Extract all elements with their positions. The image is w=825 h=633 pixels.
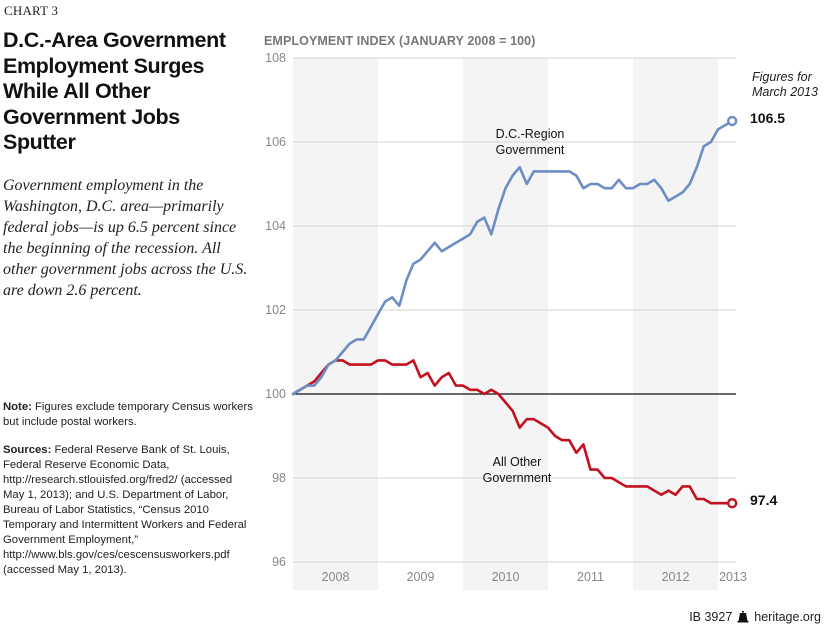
note: Note: Figures exclude temporary Census w…: [3, 400, 253, 430]
y-axis-title: EMPLOYMENT INDEX (JANUARY 2008 = 100): [264, 34, 536, 48]
y-tick-label: 96: [272, 555, 286, 569]
all-other-line: [291, 359, 734, 505]
note-label: Note:: [3, 401, 32, 413]
dc-label-line-2: Government: [495, 143, 565, 157]
chart-title: D.C.-Area Government Employment Surges W…: [3, 28, 226, 154]
y-tick-label: 108: [265, 51, 286, 65]
other-label-line-1: All Other: [492, 455, 542, 469]
y-tick-label: 102: [265, 303, 286, 317]
other-end-marker: [726, 498, 738, 509]
x-tick-label: 2011: [577, 570, 604, 584]
sources-text: Federal Reserve Bank of St. Louis, Feder…: [3, 444, 247, 576]
other-end-value: 97.4: [750, 492, 778, 508]
sources: Sources: Federal Reserve Bank of St. Lou…: [3, 443, 253, 578]
y-tick-label: 100: [265, 387, 286, 401]
site-name: heritage.org: [754, 610, 821, 624]
dc-label-line-1: D.C.-Region: [495, 127, 565, 141]
dc-region-line: [291, 119, 734, 396]
brief-id: IB 3927: [689, 610, 733, 624]
chart-subtitle: Government employment in the Washington,…: [3, 177, 248, 299]
other-series-label: All Other Government: [462, 454, 572, 486]
dc-series-label: D.C.-Region Government: [470, 126, 590, 158]
dc-end-marker: [726, 115, 738, 127]
chart-number-label: CHART 3: [4, 3, 59, 18]
y-tick-label: 104: [265, 219, 286, 233]
x-tick-label: 2010: [492, 570, 520, 584]
sources-label: Sources:: [3, 444, 52, 456]
other-label-line-2: Government: [482, 471, 552, 485]
dc-end-value: 106.5: [750, 110, 786, 126]
footer: IB 3927 heritage.org: [689, 610, 821, 624]
liberty-bell-icon: [737, 611, 749, 623]
x-tick-label: 2009: [407, 570, 435, 584]
year-band-2010: [463, 58, 548, 590]
year-band-2012: [633, 58, 718, 590]
note-text: Figures exclude temporary Census workers…: [3, 401, 253, 428]
y-tick-label: 106: [265, 135, 286, 149]
x-tick-label: 2008: [322, 570, 350, 584]
x-tick-label: 2012: [662, 570, 690, 584]
y-tick-label: 98: [272, 471, 286, 485]
x-tick-label: 2013: [719, 570, 747, 584]
figures-note: Figures for March 2013: [752, 70, 819, 99]
year-band-2008: [293, 58, 378, 590]
